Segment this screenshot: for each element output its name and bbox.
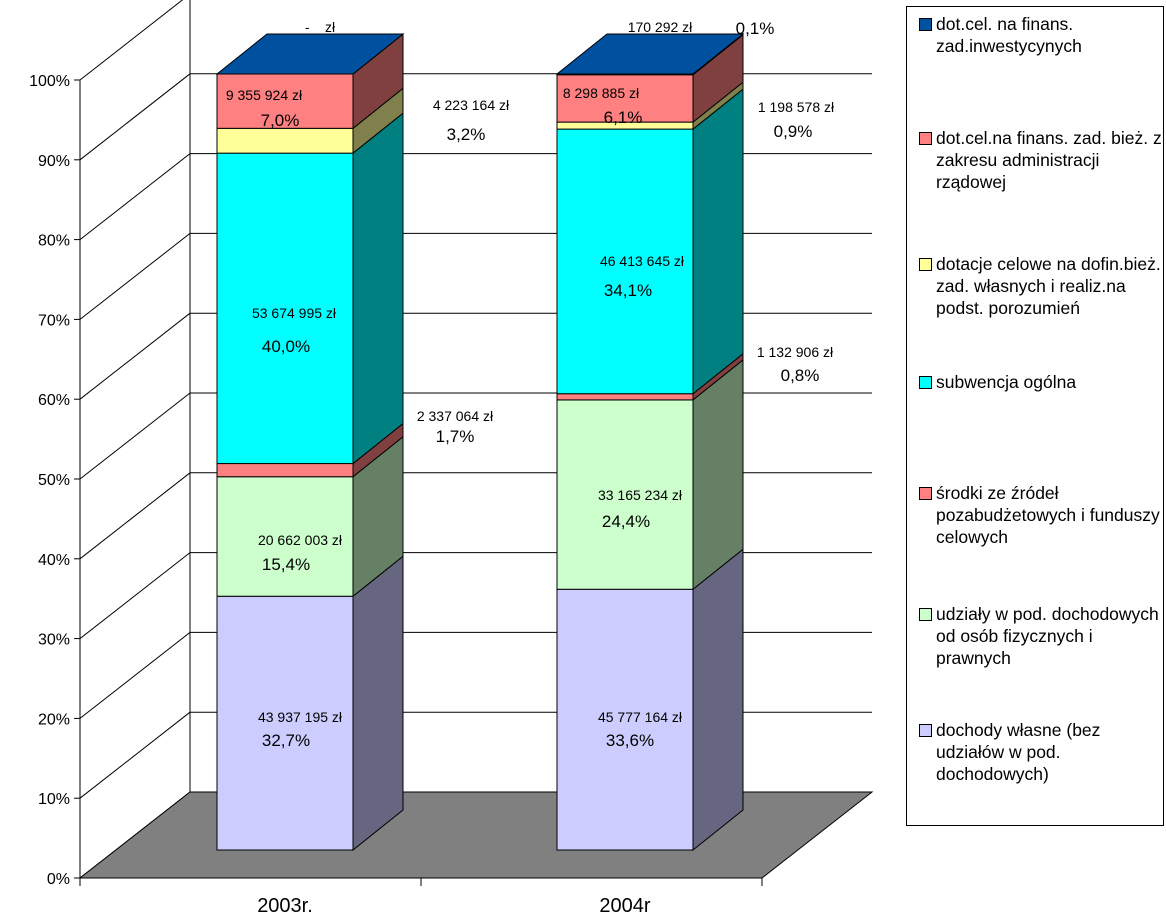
gridline-side [79,472,191,560]
data-label-percent: 40,0% [262,337,310,356]
bar-segment [556,588,694,851]
legend-label: środki ze źródeł pozabudżetowych i fundu… [936,483,1160,547]
gridline-side [79,711,191,799]
legend-swatch [919,18,932,31]
bar-segment-side [692,88,744,395]
bar-top [555,33,745,75]
bar-top [215,33,405,75]
gridline-side [79,392,191,480]
data-label-value: 1 132 906 zł [757,344,834,360]
data-label-value: 4 223 164 zł [433,97,510,113]
gridline-side [79,632,191,719]
data-label-percent: 3,2% [447,125,486,144]
legend-swatch [919,487,932,500]
gridline-side [79,153,191,240]
y-tick-label: 0% [47,871,70,888]
legend-swatch [919,608,932,621]
y-tick-label: 80% [38,233,70,250]
bar-segment-side [692,548,744,852]
gridline-side [79,312,191,400]
legend-label: dot.cel. na finans. zad.inwestycynych [936,14,1082,56]
y-tick-label: 70% [38,312,70,329]
data-label-percent: 15,4% [262,555,310,574]
data-label-percent: 0,1% [736,19,775,38]
bar-segment [216,463,354,478]
chart-floor [78,791,874,879]
x-category-label: 2003r. [257,895,313,917]
legend-label: dot.cel.na finans. zad. bież. z zakresu … [936,128,1162,192]
gridline-side [79,233,191,320]
data-label-value: 1 198 578 zł [758,99,835,115]
x-axis: 2003r. 2004r [79,877,763,917]
data-label-percent: 7,0% [261,111,300,130]
bar-segment-side [352,555,404,852]
data-label-value: 53 674 995 zł [252,305,337,321]
gridline-side [79,73,191,161]
data-label-value: 8 298 885 zł [563,85,640,101]
data-label-value: 9 355 924 zł [226,87,303,103]
bar-segment [216,127,354,154]
data-label-percent: 0,9% [774,122,813,141]
bar-segment [216,476,354,597]
data-label-value: - zł [305,19,336,35]
gridline-side [79,552,191,639]
data-label-percent: 33,6% [606,731,654,750]
floor-plane [78,791,874,879]
gridline-side [79,0,184,81]
bar-segment-side [352,112,404,465]
x-category-label: 2004r [599,895,650,917]
legend-swatch [919,132,932,145]
y-tick-label: 30% [38,632,70,649]
legend: dot.cel. na finans. zad.inwestycynych dot… [906,6,1164,826]
bars [215,32,745,852]
data-label-percent: 24,4% [602,512,650,531]
y-tick-label: 100% [29,73,70,90]
legend-swatch [919,258,932,271]
y-tick-label: 90% [38,153,70,170]
legend-item: środki ze źródeł pozabudżetowych i fundu… [919,482,1163,548]
legend-item: dotacje celowe na dofin.bież. zad. własn… [919,253,1163,319]
data-label-percent: 6,1% [604,108,643,127]
y-tick-label: 60% [38,392,70,409]
data-label-value: 33 165 234 zł [598,487,683,503]
bar-segment [216,595,354,851]
bar-segment [216,73,354,129]
legend-item: dot.cel.na finans. zad. bież. z zakresu … [919,127,1163,193]
legend-label: dochody własne (bez udziałów w pod. doch… [936,720,1101,784]
y-tick-label: 10% [38,791,70,808]
data-label-percent: 34,1% [604,281,652,300]
data-labels: 43 937 195 zł 32,7% 45 777 164 zł 33,6% 20 6… [226,19,835,750]
y-axis: 0% 10% 20% 30% 40% 50% 60% 70% 80% 90% 100% [29,73,81,888]
legend-label: udziały w pod. dochodowych od osób fizyc… [936,604,1159,668]
bar-segment [556,399,694,590]
legend-item: dochody własne (bez udziałów w pod. doch… [919,719,1163,785]
legend-item: subwencja ogólna [919,371,1163,393]
data-label-value: 20 662 003 zł [258,532,343,548]
y-tick-label: 50% [38,472,70,489]
data-label-value: 43 937 195 zł [258,709,343,725]
bar-segment [556,128,694,395]
legend-swatch [919,724,932,737]
y-tick-label: 20% [38,711,70,728]
legend-label: dotacje celowe na dofin.bież. zad. własn… [936,254,1161,318]
legend-item: dot.cel. na finans. zad.inwestycynych [919,13,1163,57]
bar-segment [216,152,354,465]
data-label-percent: 0,8% [781,366,820,385]
data-label-value: 46 413 645 zł [600,253,685,269]
legend-swatch [919,376,932,389]
data-label-value: 2 337 064 zł [417,408,494,424]
data-label-value: 170 292 zł [628,19,693,35]
y-tick-label: 40% [38,552,70,569]
data-label-value: 45 777 164 zł [598,709,683,725]
legend-item: udziały w pod. dochodowych od osób fizyc… [919,603,1163,669]
legend-label: subwencja ogólna [936,372,1077,392]
data-label-percent: 32,7% [262,731,310,750]
data-label-percent: 1,7% [436,427,475,446]
bar-segment [556,393,694,401]
